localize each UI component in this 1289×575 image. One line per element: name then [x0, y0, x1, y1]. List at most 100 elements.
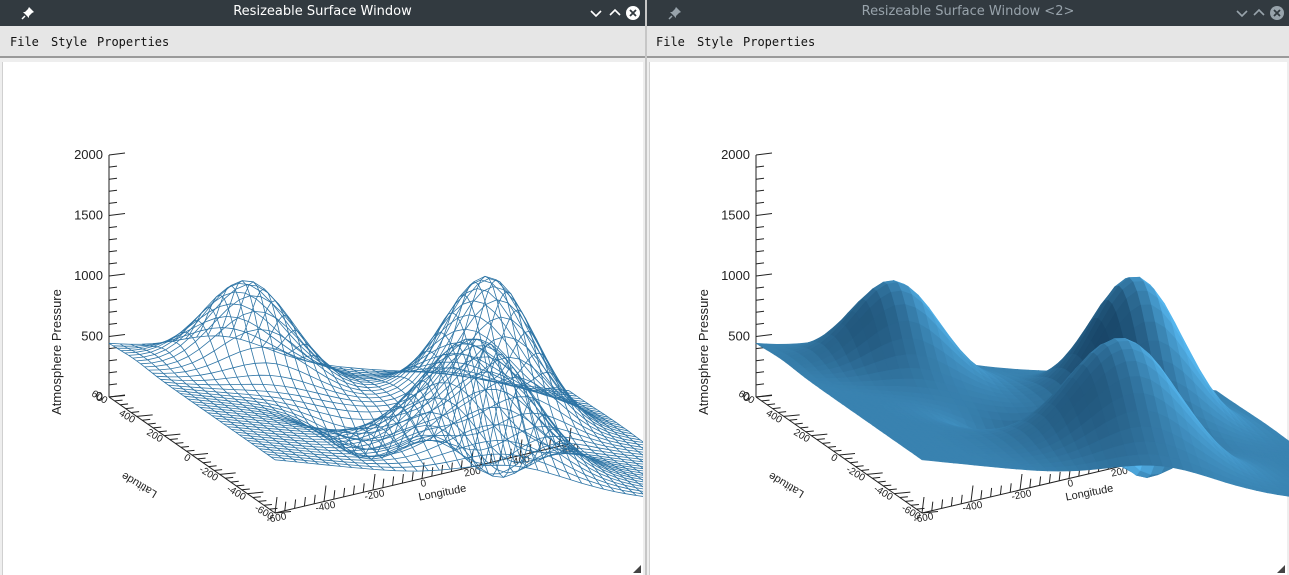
z-minor-tick [108, 189, 118, 192]
z-axis-title: Atmosphere Pressure [696, 289, 711, 415]
lat-major-tick [866, 472, 883, 475]
lat-minor-tick [208, 465, 217, 468]
lat-major-tick [811, 433, 828, 437]
window-title: Resizeable Surface Window [233, 4, 412, 19]
lat-tick-label: 200 [791, 427, 811, 445]
lon-major-tick [568, 427, 572, 445]
lat-major-tick [894, 491, 911, 495]
lon-minor-tick [980, 490, 983, 500]
z-minor-tick [755, 165, 765, 168]
lat-minor-tick [872, 476, 881, 479]
lat-minor-tick [114, 399, 123, 402]
mesh-line-u [255, 388, 643, 485]
menu-properties[interactable]: Properties [97, 35, 170, 49]
z-minor-tick [755, 238, 765, 241]
menu-file[interactable]: File [656, 35, 685, 49]
lon-tick-label: -400 [962, 500, 984, 515]
lon-minor-tick [333, 490, 336, 500]
lat-minor-tick [225, 476, 234, 479]
surface-window-2: Resizeable Surface Window <2> File Style… [647, 0, 1289, 575]
lon-minor-tick [392, 476, 395, 486]
z-tick-label: 2000 [721, 147, 750, 162]
z-tick-label: 0 [96, 389, 103, 404]
lat-major-tick [838, 453, 856, 456]
lon-tick-label: -600 [913, 511, 935, 526]
pin-icon[interactable] [20, 5, 36, 21]
maximize-button[interactable] [607, 5, 623, 21]
lat-minor-tick [258, 500, 267, 502]
lat-minor-tick [789, 418, 798, 421]
z-minor-tick [108, 177, 118, 180]
mesh-line-v [535, 386, 643, 463]
mesh-line-v [503, 371, 643, 481]
close-button[interactable] [625, 5, 641, 21]
z-minor-tick [755, 189, 765, 192]
pin-icon[interactable] [667, 5, 683, 21]
lon-tick-label: -400 [315, 500, 337, 515]
lat-minor-tick [794, 422, 803, 425]
lat-major-tick [921, 511, 939, 514]
lon-minor-tick [1048, 474, 1051, 484]
close-button[interactable] [1269, 5, 1285, 21]
lat-axis-title: Latitude [767, 469, 807, 499]
z-minor-tick [108, 226, 118, 229]
z-minor-tick [755, 226, 765, 229]
title-bar[interactable]: Resizeable Surface Window <2> [647, 0, 1289, 26]
z-major-tick [755, 152, 773, 156]
lat-minor-tick [214, 469, 223, 471]
lat-minor-tick [269, 507, 278, 510]
minimize-button[interactable] [588, 5, 604, 21]
lat-minor-tick [910, 503, 919, 506]
z-minor-tick [108, 322, 118, 325]
mesh-line-v [108, 342, 276, 461]
mesh-line-u [274, 459, 643, 497]
plot-canvas[interactable]: 0 500 1000 1500 2000 -600 -400 -200 0 200 400 600 -6… [649, 62, 1289, 575]
lat-minor-tick [844, 457, 853, 460]
lon-tick-label: 200 [1110, 465, 1129, 479]
lat-minor-tick [241, 488, 250, 491]
z-tick-label: 500 [728, 329, 750, 344]
maximize-button[interactable] [1251, 5, 1267, 21]
lat-minor-tick [800, 426, 809, 429]
lat-minor-tick [153, 426, 162, 429]
lat-minor-tick [916, 507, 925, 510]
resize-grip-icon[interactable] [1277, 565, 1285, 573]
z-minor-tick [755, 383, 765, 386]
lat-tick-label: -200 [197, 464, 220, 484]
resize-grip-icon[interactable] [633, 565, 641, 573]
menu-file[interactable]: File [10, 35, 39, 49]
z-major-tick [108, 152, 126, 156]
mesh-line-v [163, 331, 331, 466]
lat-minor-tick [855, 465, 864, 468]
menu-style[interactable]: Style [51, 35, 88, 49]
z-minor-tick [108, 201, 118, 204]
lat-major-tick [783, 414, 800, 417]
minimize-button[interactable] [1234, 5, 1250, 21]
surface-plot-shaded: 0500100015002000-600-400-2000200400600-6… [696, 147, 1289, 526]
title-bar[interactable]: Resizeable Surface Window [0, 0, 645, 26]
mesh-line-u [251, 371, 643, 483]
lat-minor-tick [158, 430, 167, 433]
lat-major-tick [191, 453, 209, 456]
lat-minor-tick [147, 422, 156, 425]
menu-style[interactable]: Style [697, 35, 734, 49]
lat-minor-tick [883, 484, 892, 487]
lon-minor-tick [362, 483, 365, 493]
menu-properties[interactable]: Properties [743, 35, 816, 49]
lon-tick-label: -600 [266, 511, 288, 526]
lon-minor-tick [1058, 471, 1061, 481]
lon-minor-tick [303, 497, 306, 507]
lat-axis-title: Latitude [120, 469, 160, 499]
lat-minor-tick [772, 407, 781, 410]
lon-minor-tick [411, 471, 414, 481]
window-title: Resizeable Surface Window <2> [861, 4, 1075, 19]
lat-major-tick [219, 472, 236, 475]
mesh-line-v [568, 390, 643, 443]
surface-plot-mesh: 0500100015002000-600-400-2000200400600-6… [49, 147, 643, 526]
lat-minor-tick [120, 403, 129, 406]
z-minor-tick [108, 286, 118, 289]
lat-tick-label: 200 [144, 427, 164, 445]
z-tick-label: 1000 [74, 268, 103, 283]
plot-canvas[interactable]: 0 500 1000 1500 2000 -600 -400 -200 0 200 400 600 -6… [2, 62, 643, 575]
z-major-tick [755, 334, 773, 337]
